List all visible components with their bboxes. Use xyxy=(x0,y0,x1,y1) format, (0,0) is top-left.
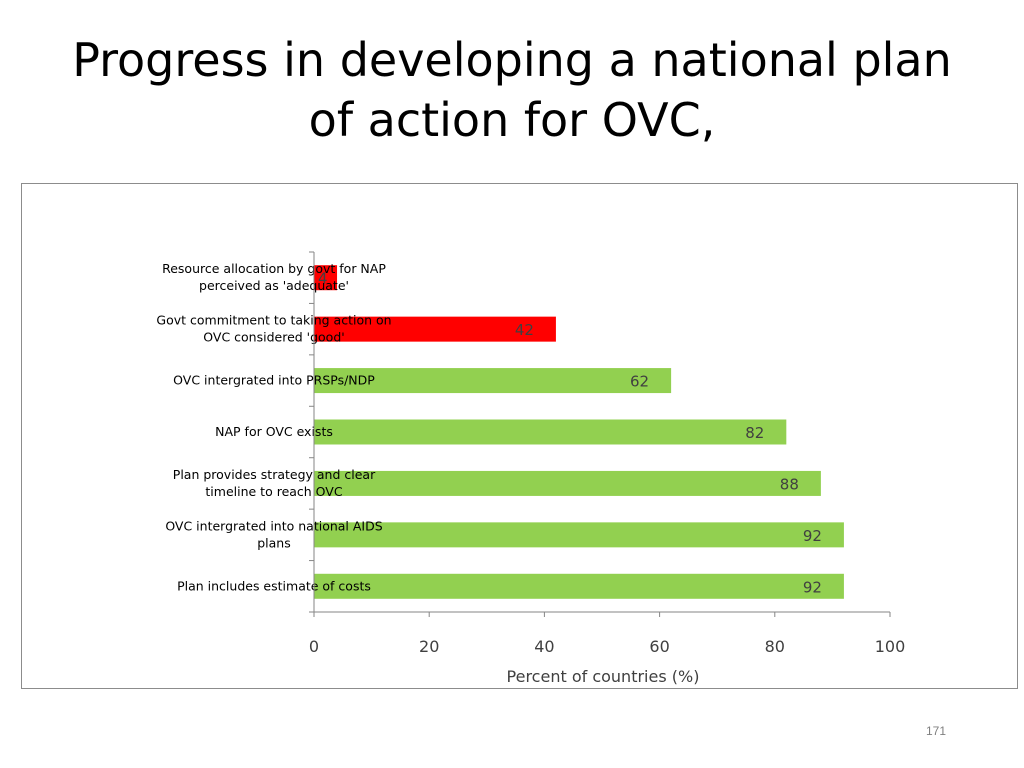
slide-title-line-1: Progress in developing a national plan xyxy=(72,33,952,87)
data-label: 4 xyxy=(318,270,328,288)
data-label: 62 xyxy=(630,373,649,391)
category-label: timeline to reach OVC xyxy=(205,484,342,499)
category-label: Govt commitment to taking action on xyxy=(156,313,391,328)
category-label: OVC considered 'good' xyxy=(203,330,344,345)
bar xyxy=(314,522,844,548)
category-label: Plan includes estimate of costs xyxy=(177,578,371,593)
bar xyxy=(314,368,672,394)
bar xyxy=(314,419,787,445)
x-tick-label: 20 xyxy=(419,637,439,656)
data-label: 92 xyxy=(803,578,822,596)
x-tick-label: 0 xyxy=(309,637,319,656)
page-number: 171 xyxy=(926,724,947,738)
x-tick-label: 60 xyxy=(649,637,669,656)
category-label: NAP for OVC exists xyxy=(215,424,333,439)
bar xyxy=(314,573,844,599)
slide-title: Progress in developing a national plan o… xyxy=(40,30,984,150)
data-label: 42 xyxy=(515,321,534,339)
x-tick-label: 100 xyxy=(875,637,906,656)
category-label: Plan provides strategy and clear xyxy=(173,467,376,482)
slide-title-line-2: of action for OVC, xyxy=(308,93,716,147)
data-label: 92 xyxy=(803,527,822,545)
category-label: plans xyxy=(257,535,291,550)
x-axis-title: Percent of countries (%) xyxy=(507,667,700,686)
bar xyxy=(314,470,821,496)
data-label: 82 xyxy=(745,424,764,442)
bar xyxy=(314,316,556,342)
data-label: 88 xyxy=(780,475,799,493)
x-tick-label: 80 xyxy=(765,637,785,656)
x-tick-label: 40 xyxy=(534,637,554,656)
category-label: Resource allocation by govt for NAP xyxy=(162,261,386,276)
category-label: OVC intergrated into PRSPs/NDP xyxy=(173,373,375,388)
category-label: perceived as 'adequate' xyxy=(199,278,349,293)
category-label: OVC intergrated into national AIDS xyxy=(165,518,382,533)
bar xyxy=(314,265,338,291)
